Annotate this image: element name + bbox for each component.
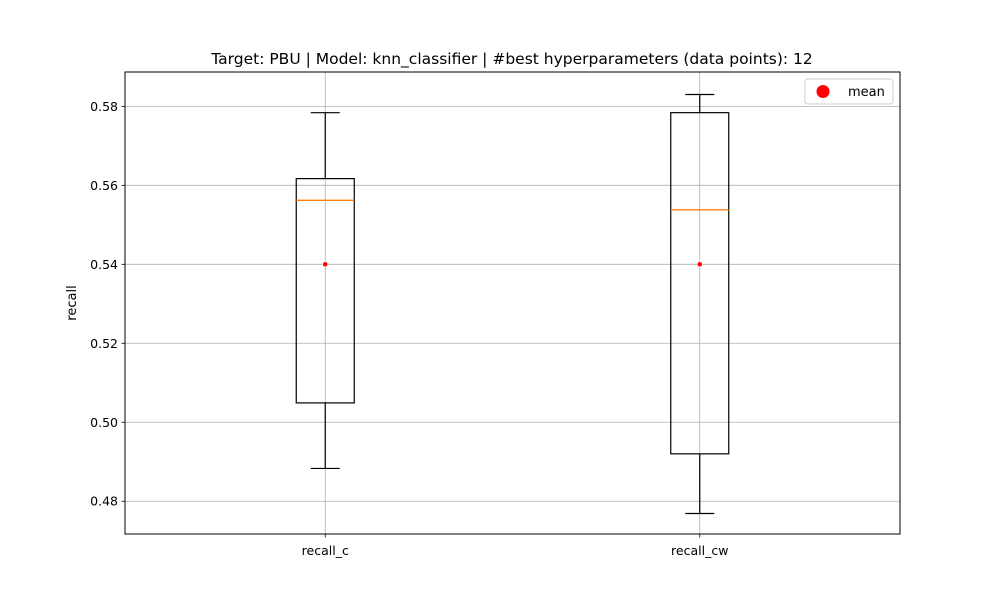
- y-tick-label: 0.56: [90, 178, 118, 193]
- box-plot-recall_cw: [670, 93, 730, 515]
- chart-title: Target: PBU | Model: knn_classifier | #b…: [210, 50, 813, 69]
- legend-mean-marker: [816, 85, 830, 98]
- plot-area-frame: [124, 71, 901, 535]
- axis-layer: 0.48 0.50 0.52 0.54 0.56 0.58 recall_c recall_c…: [90, 99, 728, 558]
- y-tick-label: 0.54: [90, 257, 118, 272]
- mean-marker: [696, 261, 703, 268]
- box-layer: [295, 93, 730, 515]
- iqr-box: [295, 178, 355, 404]
- y-tick-label: 0.50: [90, 415, 118, 430]
- y-tick-label: 0.52: [90, 336, 118, 351]
- box-plot-recall_c: [295, 112, 355, 470]
- legend-mean-label: mean: [848, 85, 885, 100]
- y-tick-label: 0.48: [90, 494, 118, 509]
- y-axis-label: recall: [65, 285, 80, 320]
- legend-frame: [804, 78, 894, 105]
- mean-marker: [322, 261, 329, 268]
- x-tick-label: recall_c: [302, 543, 349, 558]
- x-tick-label: recall_cw: [671, 543, 728, 558]
- legend: mean: [804, 78, 894, 105]
- y-tick-label: 0.58: [90, 99, 118, 114]
- iqr-box: [670, 112, 730, 455]
